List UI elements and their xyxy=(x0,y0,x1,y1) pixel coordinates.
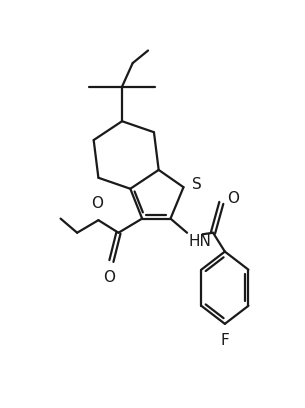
Text: HN: HN xyxy=(188,234,211,249)
Text: O: O xyxy=(227,191,239,206)
Text: O: O xyxy=(103,271,115,286)
Text: S: S xyxy=(192,177,202,191)
Text: O: O xyxy=(91,196,103,211)
Text: F: F xyxy=(221,333,229,348)
